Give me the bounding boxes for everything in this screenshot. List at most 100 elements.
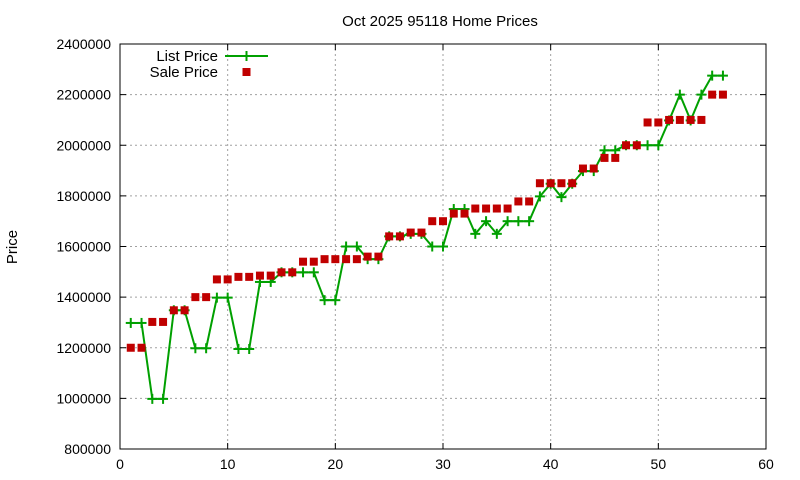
sale-price-point xyxy=(578,164,587,173)
y-tick-label: 2000000 xyxy=(56,137,111,153)
sale-price-point xyxy=(611,153,620,162)
series-list-price xyxy=(125,70,728,404)
y-tick-label: 800000 xyxy=(64,441,111,457)
sale-price-point xyxy=(159,317,168,326)
list-price-line xyxy=(130,74,723,400)
list-price-point xyxy=(481,216,492,227)
sale-price-point xyxy=(374,252,383,261)
sale-price-point xyxy=(342,255,351,264)
sale-price-point xyxy=(589,164,598,173)
sale-price-point xyxy=(137,343,146,352)
list-price-point xyxy=(524,216,535,227)
list-price-point xyxy=(653,140,664,151)
sale-price-point xyxy=(654,118,663,127)
axes-layer: 0 10 20 30 40 50 60 800000 1000000 1200000 1400000… xyxy=(56,36,774,472)
list-price-point xyxy=(330,295,341,306)
sale-price-point xyxy=(255,271,264,280)
sale-price-point xyxy=(718,90,727,99)
sale-price-point xyxy=(675,115,684,124)
sale-price-point xyxy=(503,204,512,213)
y-tick-label: 1600000 xyxy=(56,239,111,255)
list-price-point xyxy=(491,228,502,239)
list-price-point xyxy=(125,317,136,328)
sale-price-point xyxy=(331,255,340,264)
list-price-point xyxy=(427,241,438,252)
legend-square-sample xyxy=(242,68,251,76)
x-tick-label: 50 xyxy=(651,456,667,472)
sale-price-point xyxy=(686,115,695,124)
legend-label: Sale Price xyxy=(150,64,218,81)
sale-price-point xyxy=(277,268,286,277)
sale-price-point xyxy=(148,317,157,326)
sale-price-point xyxy=(643,118,652,127)
list-price-point xyxy=(211,292,222,303)
list-price-point xyxy=(298,267,309,278)
list-price-point xyxy=(222,292,233,303)
x-tick-label: 20 xyxy=(328,456,344,472)
sale-price-point xyxy=(568,179,577,188)
sale-price-point xyxy=(557,179,566,188)
sale-price-point xyxy=(697,115,706,124)
y-tick-label: 1200000 xyxy=(56,340,111,356)
list-price-point xyxy=(158,393,169,404)
sale-price-point xyxy=(622,141,631,150)
series-sale-price xyxy=(126,90,727,352)
sale-price-point xyxy=(320,255,329,264)
sale-price-point xyxy=(169,306,178,315)
sale-price-point xyxy=(309,257,318,266)
list-price-point xyxy=(438,241,448,252)
list-price-point xyxy=(534,191,545,202)
sale-price-point xyxy=(266,271,275,280)
sale-price-point xyxy=(600,153,609,162)
sale-price-point xyxy=(492,204,501,213)
sale-price-point xyxy=(180,306,189,315)
y-tick-label: 1400000 xyxy=(56,289,111,305)
list-price-point xyxy=(136,317,147,328)
list-price-point xyxy=(244,344,255,355)
x-tick-label: 10 xyxy=(220,456,236,472)
y-tick-label: 1800000 xyxy=(56,188,111,204)
list-price-point xyxy=(717,70,728,81)
sale-price-point xyxy=(406,228,415,237)
sale-price-point xyxy=(514,197,523,206)
sale-price-point xyxy=(665,115,674,124)
list-price-point xyxy=(696,89,707,100)
list-price-point xyxy=(190,343,201,354)
list-price-point xyxy=(147,393,158,404)
x-tick-label: 40 xyxy=(543,456,559,472)
x-tick-label: 0 xyxy=(116,456,124,472)
list-price-point xyxy=(642,140,653,151)
list-price-point xyxy=(707,70,718,81)
sale-price-point xyxy=(525,197,534,206)
chart-title: Oct 2025 95118 Home Prices xyxy=(342,13,538,30)
x-tick-label: 30 xyxy=(435,456,451,472)
sale-price-point xyxy=(471,204,480,213)
legend-label: List Price xyxy=(156,48,218,65)
sale-price-point xyxy=(126,343,135,352)
sale-price-point xyxy=(449,209,458,218)
list-price-point xyxy=(556,192,567,203)
sale-price-point xyxy=(535,179,544,188)
list-price-point xyxy=(674,89,685,100)
sale-price-point xyxy=(439,217,447,226)
sale-price-point xyxy=(482,204,491,213)
y-tick-label: 1000000 xyxy=(56,390,111,406)
list-price-point xyxy=(308,267,319,278)
sale-price-point xyxy=(417,228,426,237)
list-price-point xyxy=(610,145,621,156)
list-price-point xyxy=(470,228,481,239)
list-price-point xyxy=(233,344,244,355)
list-price-point xyxy=(599,145,610,156)
sale-price-point xyxy=(234,272,243,281)
list-price-point xyxy=(201,343,212,354)
y-tick-label: 2200000 xyxy=(56,87,111,103)
y-axis-label: Price xyxy=(4,230,21,264)
sale-price-point xyxy=(708,90,717,99)
sale-price-point xyxy=(395,232,404,241)
list-price-point xyxy=(513,216,524,227)
sale-price-point xyxy=(288,268,297,277)
sale-price-point xyxy=(632,141,641,150)
sale-price-point xyxy=(245,272,254,281)
